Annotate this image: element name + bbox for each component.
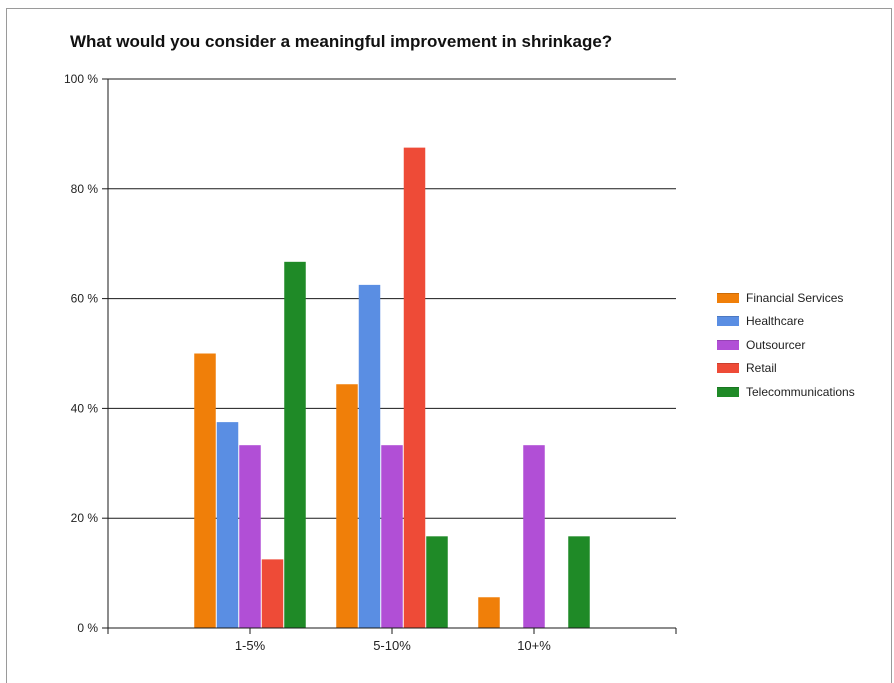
legend-swatch [717,386,739,397]
bar-outsourcer-0 [239,445,261,628]
legend-label: Financial Services [746,290,844,305]
bar-financial-services-2 [478,597,500,628]
bar-outsourcer-1 [381,445,403,628]
x-tick-label: 1-5% [235,638,266,653]
legend-label: Healthcare [746,314,805,329]
bar-outsourcer-2 [523,445,545,628]
legend-label: Outsourcer [746,337,806,352]
y-tick-label: 20 % [71,511,99,525]
bar-healthcare-1 [358,284,381,628]
bar-retail-1 [403,147,426,628]
legend-item: Telecommunications [717,380,855,404]
legend-swatch [717,363,739,374]
y-tick-label: 100 % [64,72,98,86]
bar-telecommunications-0 [284,261,306,628]
legend-item: Outsourcer [717,333,855,357]
legend-label: Retail [746,361,777,376]
legend-swatch [717,339,739,350]
legend-swatch [717,292,739,303]
legend-item: Healthcare [717,310,855,334]
bar-healthcare-0 [216,422,239,628]
legend: Financial Services Healthcare Outsourcer Re… [717,286,855,404]
bars [194,147,590,628]
x-axis: 1-5% 5-10% 10+% [107,79,677,653]
x-tick-label: 5-10% [373,638,411,653]
bar-financial-services-1 [336,384,358,628]
bar-financial-services-0 [194,353,216,628]
bar-telecommunications-1 [426,536,448,628]
bar-retail-0 [261,559,284,628]
bar-telecommunications-2 [568,536,590,628]
y-tick-label: 0 % [77,621,98,635]
y-axis-ticks: 0 % 20 % 40 % 60 % 80 % 100 % [64,72,108,635]
legend-label: Telecommunications [746,384,855,399]
legend-swatch [717,316,739,327]
x-tick-label: 10+% [517,638,551,653]
y-tick-label: 80 % [71,182,99,196]
y-tick-label: 60 % [71,292,99,306]
legend-item: Financial Services [717,286,855,310]
legend-item: Retail [717,357,855,381]
chart-frame [6,8,892,683]
y-tick-label: 40 % [71,401,99,415]
chart-title: What would you consider a meaningful imp… [70,32,613,51]
